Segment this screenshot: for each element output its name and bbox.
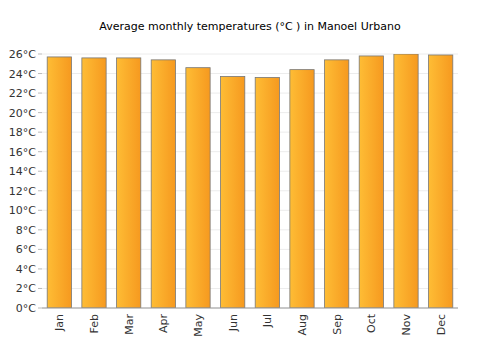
y-tick (38, 93, 42, 94)
bar (290, 70, 314, 308)
y-tick (38, 132, 42, 133)
y-tick-label: 0°C (16, 302, 36, 315)
bar (221, 76, 245, 308)
bar (117, 58, 141, 308)
x-tick-label: Mar (123, 314, 136, 335)
bar (151, 60, 175, 308)
y-tick (38, 229, 42, 230)
x-tick-label: Nov (400, 314, 413, 336)
y-tick (38, 54, 42, 55)
bars (47, 54, 453, 308)
y-tick (38, 190, 42, 191)
bar (82, 58, 106, 308)
x-tick-label: Apr (157, 314, 170, 334)
x-tick-label: Jun (227, 314, 240, 332)
y-tick (38, 73, 42, 74)
y-tick-label: 20°C (9, 107, 36, 120)
y-tick (38, 112, 42, 113)
x-tick-label: Aug (296, 314, 309, 335)
y-tick (38, 268, 42, 269)
y-tick-label: 12°C (9, 185, 36, 198)
y-tick-label: 14°C (9, 165, 36, 178)
y-tick (38, 308, 42, 309)
bar (47, 57, 71, 308)
x-axis (42, 308, 458, 309)
bar (394, 54, 418, 308)
bar (325, 60, 349, 308)
bar (429, 55, 453, 308)
x-tick-label: May (192, 314, 205, 337)
y-tick-label: 22°C (9, 87, 36, 100)
y-tick-label: 18°C (9, 126, 36, 139)
y-tick-label: 16°C (9, 146, 36, 159)
y-tick (38, 249, 42, 250)
x-tick-label: Feb (88, 314, 101, 333)
y-tick-label: 6°C (16, 243, 36, 256)
y-tick (38, 151, 42, 152)
x-tick-label: Jan (53, 314, 66, 332)
chart: Average monthly temperatures (°C ) in Ma… (0, 0, 500, 350)
y-tick (38, 171, 42, 172)
y-tick (38, 288, 42, 289)
y-tick (38, 210, 42, 211)
x-tick-label: Sep (331, 314, 344, 335)
y-tick-label: 26°C (9, 48, 36, 61)
grid-line (42, 308, 458, 309)
y-tick-label: 2°C (16, 282, 36, 295)
x-tick-label: Oct (365, 313, 378, 333)
y-tick-label: 10°C (9, 204, 36, 217)
bar (255, 77, 279, 308)
x-tick-label: Dec (435, 314, 448, 335)
y-tick-label: 4°C (16, 263, 36, 276)
bar (186, 68, 210, 308)
y-tick-label: 8°C (16, 224, 36, 237)
x-tick-label: Jul (261, 314, 274, 328)
bar (359, 56, 383, 308)
title: Average monthly temperatures (°C ) in Ma… (99, 20, 401, 33)
y-tick-label: 24°C (9, 68, 36, 81)
